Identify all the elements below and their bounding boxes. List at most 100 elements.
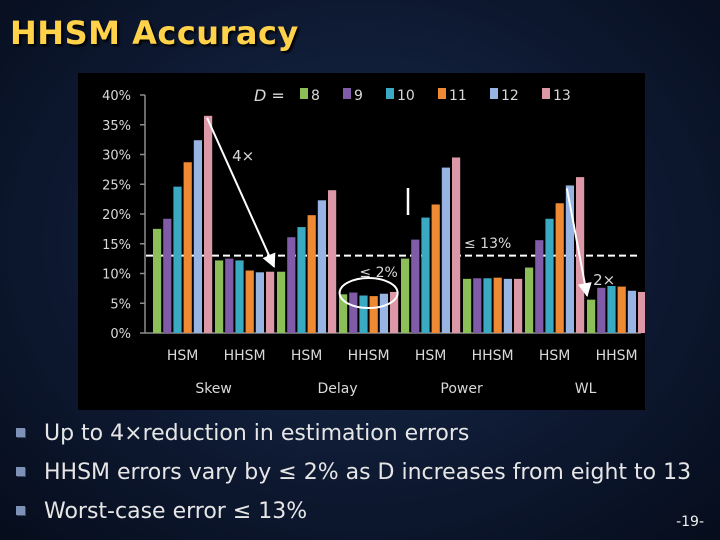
y-tick-label: 20%: [102, 208, 131, 223]
bar: [555, 203, 564, 333]
bar: [535, 240, 544, 333]
y-tick-label: 10%: [102, 268, 131, 283]
annotations: 4× ≤ 2% ≤ 13% 2×: [206, 117, 615, 309]
x-axis-labels: HSM HHSM Skew HSM HHSM Delay HSM HHSM Power HSM HH…: [167, 348, 638, 397]
bullet-item: Worst-case error ≤ 13%: [14, 498, 691, 537]
x-tick-label: HHSM: [472, 348, 514, 364]
bullet-marker: [16, 428, 25, 437]
bar: [411, 239, 420, 333]
group-label: Skew: [195, 381, 232, 397]
annotation-label: ≤ 13%: [464, 236, 511, 252]
x-tick-label: HSM: [167, 348, 199, 364]
legend-label: 12: [501, 88, 519, 104]
legend-swatch: [300, 88, 308, 99]
x-tick-label: HSM: [539, 348, 571, 364]
legend: D = 8 9 10 11 12 13: [254, 86, 571, 105]
bar: [452, 157, 461, 333]
x-tick-label: HHSM: [348, 348, 390, 364]
bar: [359, 295, 368, 333]
bar-chart: D = 8 9 10 11 12 13 0%5%10%15%20%25%30%35%40% …: [102, 86, 645, 397]
bullet-text: HHSM errors vary by ≤ 2% as D increases …: [44, 460, 692, 485]
annotation-arrow: [565, 188, 592, 298]
group-label: Delay: [318, 381, 358, 397]
bar: [379, 293, 388, 333]
bar: [225, 258, 234, 333]
y-tick-label: 25%: [102, 178, 131, 193]
legend-swatch: [343, 88, 351, 99]
annotation-label: ≤ 2%: [359, 265, 397, 281]
bars: [153, 115, 645, 333]
bar: [183, 162, 192, 333]
bullet-text: Worst-case error ≤ 13%: [44, 499, 308, 524]
bullet-list: Up to 4×reduction in estimation errors H…: [14, 420, 691, 537]
y-tick-label: 40%: [102, 89, 131, 104]
annotation-circle: [338, 277, 399, 309]
bar: [401, 258, 410, 333]
y-tick-label: 5%: [110, 297, 131, 312]
y-tick-label: 0%: [110, 327, 131, 342]
slide-title: HHSM Accuracy: [10, 14, 299, 52]
legend-label: 10: [397, 88, 415, 104]
y-axis: 0% 5% 10% 15% 20% 25% 30% 35% 40%: [102, 89, 641, 342]
bar: [277, 271, 286, 333]
x-tick-label: HHSM: [596, 348, 638, 364]
bar: [317, 200, 326, 333]
bar: [597, 287, 606, 333]
legend-swatch: [386, 88, 394, 99]
legend-label: 11: [449, 88, 467, 104]
page-number: -19-: [676, 514, 704, 530]
group-label: Power: [440, 381, 483, 397]
chart-panel: D = 8 9 10 11 12 13 0% 5% 10% 15% 20% 25% 30% 35% 40% …: [78, 73, 645, 410]
legend-label: 9: [354, 88, 363, 104]
bar: [627, 290, 636, 333]
x-tick-label: HSM: [415, 348, 447, 364]
bar: [245, 270, 254, 333]
legend-swatch: [438, 88, 446, 99]
bar: [545, 218, 554, 333]
bullet-item: HHSM errors vary by ≤ 2% as D increases …: [14, 459, 691, 498]
legend-swatch: [542, 88, 550, 99]
bullet-marker: [16, 467, 25, 476]
bullet-marker: [16, 506, 25, 515]
bar: [514, 278, 523, 333]
bar: [617, 286, 626, 333]
bar: [153, 228, 162, 333]
bullet-item: Up to 4×reduction in estimation errors: [14, 420, 691, 459]
x-tick-label: HSM: [291, 348, 323, 364]
bar: [493, 277, 502, 333]
bar: [431, 204, 440, 333]
bar: [369, 296, 378, 333]
bar: [163, 218, 172, 333]
bar: [390, 291, 399, 333]
bar: [173, 186, 182, 333]
bar: [204, 115, 213, 333]
x-tick-label: HHSM: [224, 348, 266, 364]
bar: [638, 291, 645, 333]
bar: [463, 278, 472, 333]
bar: [473, 278, 482, 333]
y-tick-label: 15%: [102, 238, 131, 253]
bar: [441, 167, 450, 333]
bar: [483, 278, 492, 333]
legend-label: 8: [311, 88, 320, 104]
annotation-arrow: [206, 117, 276, 268]
bar: [266, 271, 275, 333]
bar: [607, 285, 616, 333]
bar: [235, 260, 244, 333]
bar: [255, 272, 264, 333]
annotation-label: 4×: [232, 147, 254, 165]
bar: [339, 294, 348, 333]
bar: [565, 185, 574, 333]
bar: [525, 267, 534, 333]
annotation-label: 2×: [593, 271, 615, 289]
y-tick-label: 35%: [102, 119, 131, 134]
y-tick-label: 30%: [102, 149, 131, 164]
bar: [193, 140, 202, 333]
bar: [587, 299, 596, 333]
bar: [215, 260, 224, 333]
legend-title: D =: [254, 86, 285, 105]
bar: [503, 278, 512, 333]
bar: [307, 215, 316, 333]
bar: [349, 292, 358, 333]
bar: [328, 190, 337, 333]
